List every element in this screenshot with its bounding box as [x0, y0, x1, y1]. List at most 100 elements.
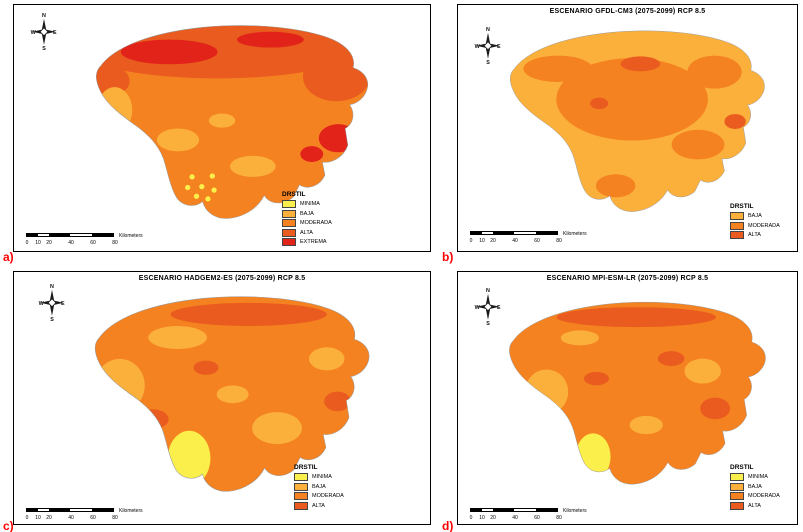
- legend-item: EXTREMA: [282, 238, 332, 246]
- legend-item-label: BAJA: [748, 483, 762, 490]
- legend-item-label: BAJA: [300, 210, 314, 217]
- legend-swatch: [730, 492, 744, 500]
- map-region-alta: [556, 307, 731, 420]
- scale-bar-segments: [470, 231, 558, 235]
- compass-n-label: N: [50, 284, 54, 290]
- scale-tick: 20: [490, 238, 496, 244]
- scale-bar: 0 10 20 40 60 80 Kilometers: [470, 231, 610, 245]
- legend-swatch: [282, 209, 296, 218]
- map-region-alta: [590, 56, 746, 129]
- scale-tick: 40: [68, 240, 74, 246]
- legend-item: ALTA: [730, 231, 780, 239]
- coastline: [510, 30, 765, 212]
- scale-bar-segments: [470, 508, 558, 512]
- legend-swatch: [294, 473, 308, 481]
- legend: DRSTIL MINIMA BAJA MODERADA ALTA: [294, 464, 344, 511]
- legend-item-label: ALTA: [748, 232, 761, 238]
- legend-title: DRSTIL: [294, 464, 318, 471]
- compass-rose-icon: N W E S: [39, 284, 65, 322]
- legend-swatch: [730, 212, 744, 220]
- map-yucatan-a: [96, 25, 368, 219]
- scale-tick: 80: [556, 515, 562, 521]
- legend-item: ALTA: [730, 501, 780, 510]
- legend-swatch: [282, 219, 296, 227]
- scale-tick: 80: [556, 238, 562, 244]
- coastline: [509, 301, 766, 485]
- map-panel-b: ESCENARIO GFDL-CM3 (2075-2099) RCP 8.5: [457, 4, 798, 252]
- scale-tick: 10: [35, 515, 41, 521]
- scale-tick: 10: [35, 240, 41, 246]
- map-yucatan-b: [510, 30, 765, 212]
- coastline: [94, 296, 370, 492]
- legend-swatch: [730, 482, 744, 491]
- legend-item-label: ALTA: [748, 502, 761, 509]
- scale-tick: 60: [90, 240, 96, 246]
- scale-tick: 40: [512, 515, 518, 521]
- legend-swatch: [294, 482, 308, 491]
- map-panel-a: N W E S DRSTIL MINIMA BAJA MODERADA: [13, 4, 431, 252]
- legend-item-label: MINIMA: [300, 201, 320, 207]
- scale-tick: 60: [534, 238, 540, 244]
- scale-tick: 40: [68, 515, 74, 521]
- coastline: [96, 25, 368, 219]
- scale-bar: 0 10 20 40 60 80 Kilometers: [26, 508, 166, 522]
- legend-item: MINIMA: [294, 473, 344, 481]
- compass-e-label: E: [61, 301, 65, 307]
- scale-bar: 0 10 20 40 60 80 Kilometers: [26, 233, 166, 247]
- compass-w-label: W: [475, 305, 481, 311]
- scale-tick: 10: [479, 515, 485, 521]
- scale-tick: 20: [46, 240, 52, 246]
- legend-item: ALTA: [294, 501, 344, 510]
- compass-n-label: N: [42, 13, 46, 19]
- compass-rose-icon: N W E S: [475, 288, 501, 326]
- legend: DRSTIL MINIMA BAJA MODERADA ALTA EXTREMA: [282, 191, 332, 248]
- legend: DRSTIL BAJA MODERADA ALTA: [730, 203, 780, 241]
- scale-unit: Kilometers: [119, 233, 143, 239]
- map-yucatan-c: [94, 296, 370, 492]
- map-panel-d: ESCENARIO MPI-ESM-LR (2075-2099) RCP 8.5: [457, 271, 798, 525]
- panel-label-a: a): [3, 250, 14, 264]
- scale-unit: Kilometers: [563, 508, 587, 514]
- legend-swatch: [730, 501, 744, 510]
- legend-swatch: [282, 238, 296, 246]
- compass-s-label: S: [486, 60, 490, 65]
- panel-label-d: d): [442, 519, 454, 532]
- panel-label-b: b): [442, 250, 454, 264]
- compass-n-label: N: [486, 288, 490, 294]
- map-region-minima: [575, 433, 611, 480]
- map-panel-c: ESCENARIO HADGEM2-ES (2075-2099) RCP 8.5: [13, 271, 431, 525]
- legend-swatch: [730, 473, 744, 481]
- scale-tick: 60: [534, 515, 540, 521]
- legend-item-label: ALTA: [312, 502, 325, 509]
- scale-bar-segments: [26, 233, 114, 237]
- legend-swatch: [294, 501, 308, 510]
- legend-item-label: MODERADA: [312, 493, 344, 499]
- legend-item: BAJA: [730, 482, 780, 491]
- compass-n-label: N: [486, 27, 490, 33]
- scale-tick: 60: [90, 515, 96, 521]
- legend-item: BAJA: [294, 482, 344, 491]
- legend-item: BAJA: [730, 212, 780, 220]
- panel-label-c: c): [3, 519, 14, 532]
- scale-unit: Kilometers: [119, 508, 143, 514]
- legend-item: MODERADA: [294, 492, 344, 500]
- legend-item: MODERADA: [730, 492, 780, 500]
- compass-s-label: S: [50, 317, 54, 322]
- legend-item-label: MODERADA: [748, 493, 780, 499]
- legend-swatch: [282, 228, 296, 237]
- panel-title: ESCENARIO GFDL-CM3 (2075-2099) RCP 8.5: [549, 8, 706, 15]
- compass-e-label: E: [53, 30, 57, 36]
- legend-swatch: [730, 231, 744, 239]
- scale-tick: 0: [469, 238, 473, 244]
- legend-item-label: MINIMA: [312, 474, 332, 480]
- legend-item-label: EXTREMA: [300, 239, 327, 245]
- scale-bar: 0 10 20 40 60 80 Kilometers: [470, 508, 610, 522]
- legend-title: DRSTIL: [730, 464, 754, 471]
- scale-tick: 40: [512, 238, 518, 244]
- scale-tick: 20: [46, 515, 52, 521]
- scale-tick: 80: [112, 515, 118, 521]
- legend-item-label: MINIMA: [748, 474, 768, 480]
- legend-item-label: BAJA: [312, 483, 326, 490]
- compass-s-label: S: [486, 321, 490, 326]
